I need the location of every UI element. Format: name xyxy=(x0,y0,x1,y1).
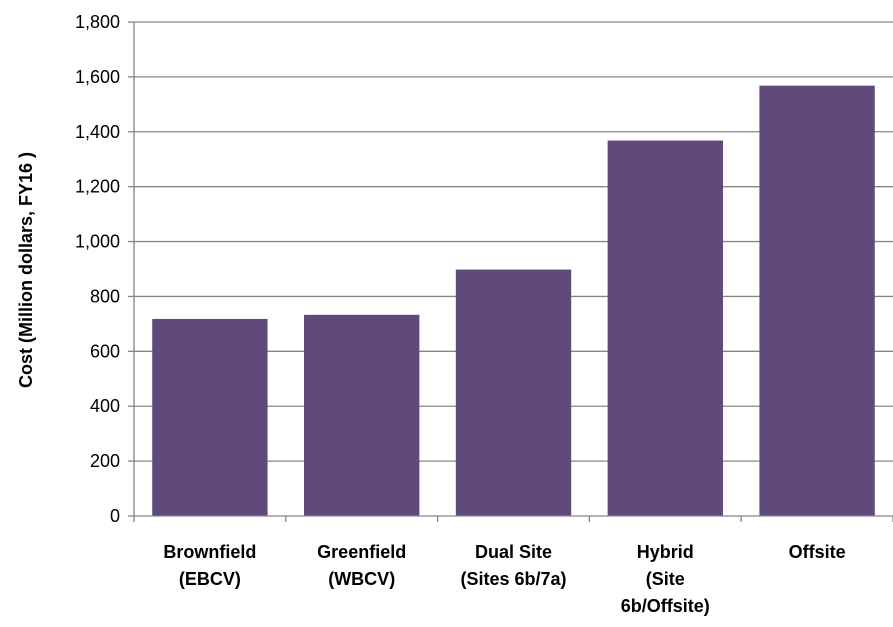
bar xyxy=(152,318,268,516)
y-tick-labels: 0 200 400 600 800 1,000 1,200 1,400 1,600 1,800 xyxy=(75,12,120,526)
x-category-label: Offsite xyxy=(789,542,846,562)
x-category-label: Hybrid (Site 6b/Offsite) xyxy=(621,542,710,616)
y-tick-label: 1,800 xyxy=(75,12,120,32)
bar xyxy=(759,85,875,516)
bar xyxy=(304,314,420,516)
bars xyxy=(152,85,875,516)
x-category-labels: Brownfield (EBCV) Greenfield (WBCV) Dual Sit… xyxy=(163,542,845,616)
y-tick-label: 600 xyxy=(90,341,120,361)
y-tick-label: 1,000 xyxy=(75,232,120,252)
y-tick-label: 1,400 xyxy=(75,122,120,142)
x-category-label: Greenfield (WBCV) xyxy=(317,542,406,589)
y-tick-label: 1,600 xyxy=(75,67,120,87)
y-tick-label: 400 xyxy=(90,396,120,416)
y-tick-label: 0 xyxy=(110,506,120,526)
bar xyxy=(607,140,723,516)
y-tick-label: 1,200 xyxy=(75,177,120,197)
axes xyxy=(128,21,893,522)
y-axis-title: Cost (Million dollars, FY16 ) xyxy=(16,152,36,388)
x-category-label: Brownfield (EBCV) xyxy=(163,542,256,589)
bar xyxy=(455,269,572,516)
x-category-label: Dual Site (Sites 6b/7a) xyxy=(460,542,566,589)
y-tick-label: 800 xyxy=(90,286,120,306)
y-tick-label: 200 xyxy=(90,451,120,471)
